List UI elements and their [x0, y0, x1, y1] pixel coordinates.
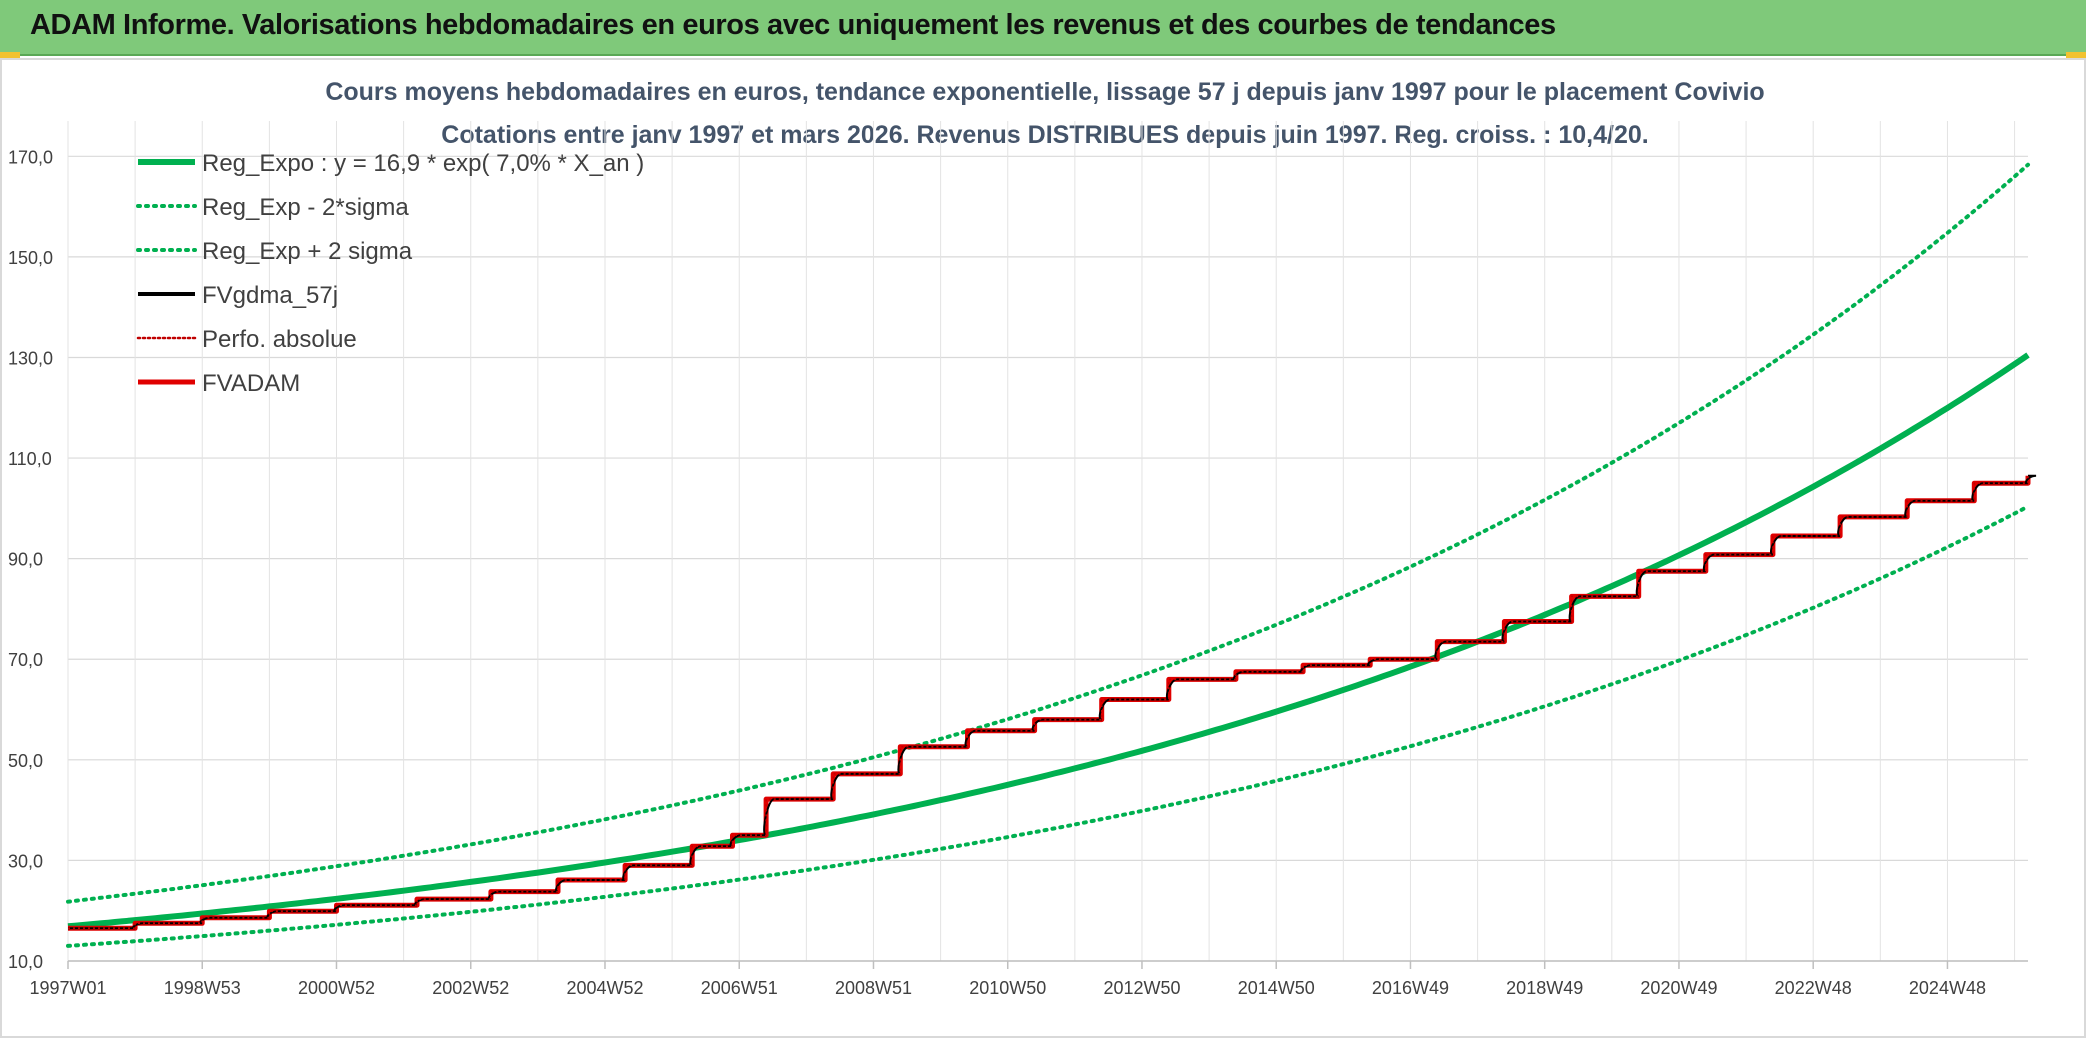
- y-tick-label: 50,0: [8, 751, 43, 771]
- x-tick-label: 2022W48: [1775, 978, 1852, 998]
- legend-label: Reg_Exp - 2*sigma: [202, 194, 409, 221]
- chart-frame: [0, 58, 2086, 1038]
- y-tick-label: 30,0: [8, 851, 43, 871]
- report-title: ADAM Informe. Valorisations hebdomadaire…: [30, 9, 1556, 41]
- y-tick-label: 110,0: [8, 449, 52, 469]
- chart-legend: Reg_Expo : y = 16,9 * exp( 7,0% * X_an )…: [136, 150, 644, 397]
- chart-title-line-1: Cours moyens hebdomadaires en euros, ten…: [325, 78, 1764, 106]
- y-tick-label: 130,0: [8, 348, 53, 368]
- chart-series: [66, 162, 2037, 948]
- x-tick-label: 2004W52: [566, 978, 643, 998]
- legend-label: Reg_Exp + 2 sigma: [202, 238, 413, 265]
- x-tick-label: 2018W49: [1506, 978, 1583, 998]
- series-reg-exp-minus-2-sigma: [66, 504, 2030, 948]
- chart-titles: Cours moyens hebdomadaires en euros, ten…: [325, 78, 1764, 149]
- y-tick-label: 150,0: [8, 248, 53, 268]
- x-tick-label: 2014W50: [1238, 978, 1315, 998]
- x-tick-label: 2010W50: [969, 978, 1046, 998]
- x-tick-label: 2020W49: [1640, 978, 1717, 998]
- legend-label: FVgdma_57j: [202, 282, 338, 309]
- x-tick-label: 2012W50: [1103, 978, 1180, 998]
- x-tick-label: 2024W48: [1909, 978, 1986, 998]
- x-tick-label: 2000W52: [298, 978, 375, 998]
- corner-mark-right: [2066, 52, 2086, 60]
- series-reg-expo: [67, 352, 2030, 930]
- chart-title-line-2: Cotations entre janv 1997 et mars 2026. …: [441, 121, 1648, 149]
- legend-label: Reg_Expo : y = 16,9 * exp( 7,0% * X_an ): [202, 150, 644, 177]
- corner-mark-left: [0, 52, 20, 60]
- legend-label: Perfo. absolue: [202, 326, 357, 353]
- x-tick-label: 1998W53: [164, 978, 241, 998]
- x-tick-label: 2006W51: [701, 978, 778, 998]
- series-reg-exp-plus-2-sigma: [66, 162, 2030, 904]
- series-fvgdma-57j: [68, 474, 2037, 930]
- report-banner: ADAM Informe. Valorisations hebdomadaire…: [0, 0, 2086, 56]
- legend-label: FVADAM: [202, 370, 300, 397]
- y-axis: 10,0 30,0 50,0 70,0 90,0 110,0 130,0 150,0 170,0: [8, 147, 53, 972]
- x-axis: 1997W01 1998W53 2000W52 2002W52 2004W52 2006W…: [29, 960, 2028, 998]
- y-tick-label: 90,0: [8, 550, 43, 570]
- series-perfo-absolue: [68, 475, 2029, 930]
- x-tick-label: 2002W52: [432, 978, 509, 998]
- y-tick-label: 70,0: [8, 650, 43, 670]
- line-chart: Cours moyens hebdomadaires en euros, ten…: [8, 78, 2037, 998]
- y-tick-label: 170,0: [8, 147, 53, 167]
- x-tick-label: 2008W51: [835, 978, 912, 998]
- x-tick-label: 1997W01: [29, 978, 106, 998]
- x-tick-label: 2016W49: [1372, 978, 1449, 998]
- y-tick-label: 10,0: [8, 952, 43, 972]
